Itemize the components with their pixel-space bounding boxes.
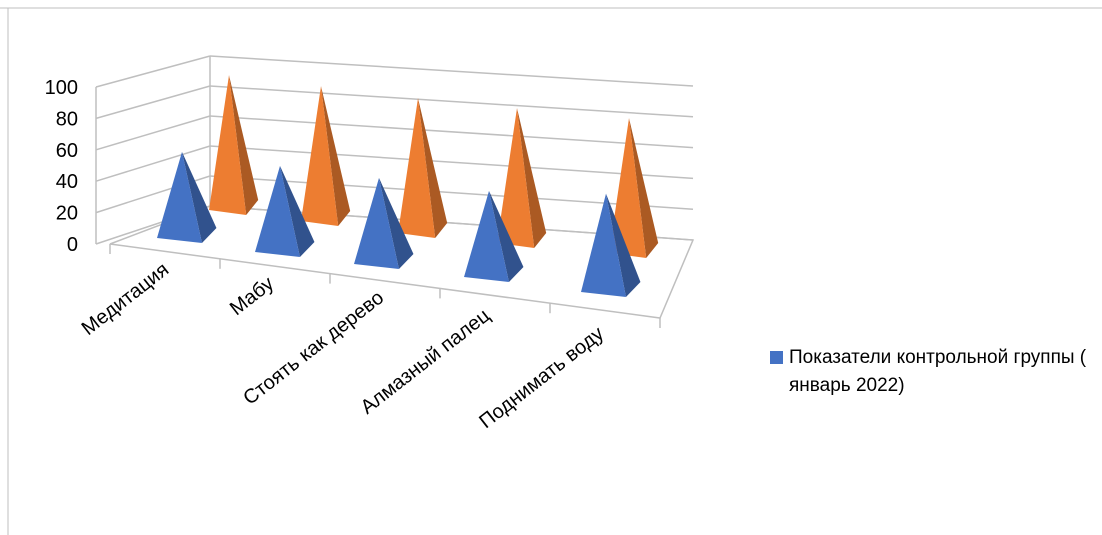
pyramid-blue-0	[157, 151, 202, 243]
gridline-back-1	[209, 175, 694, 210]
x-category-label-2: Стоять как дерево	[239, 287, 388, 410]
gridline-side-3	[95, 115, 211, 151]
pyramid-orange-0-side	[229, 75, 259, 215]
pyramid-blue-0-side	[182, 151, 217, 243]
y-tick-label-0: 0	[67, 234, 78, 256]
pyramid-orange-3-side	[517, 108, 547, 248]
pyramid-blue-1	[255, 165, 300, 257]
y-tick-label-4: 80	[56, 108, 78, 130]
gridline-side-2	[95, 145, 211, 182]
pyramid-orange-1-side	[321, 86, 351, 226]
y-tick-label-1: 20	[56, 203, 78, 225]
pyramid-blue-4	[581, 193, 626, 297]
pyramid-blue-3-side	[489, 190, 524, 282]
pyramid-orange-2-side	[418, 98, 448, 238]
pyramid-blue-4-side	[606, 193, 641, 297]
pyramid-orange-3	[497, 108, 535, 248]
gridline-back-3	[209, 115, 694, 149]
x-category-label-3: Алмазный палец	[357, 305, 494, 419]
pyramid-blue-3	[464, 190, 509, 282]
pyramid-orange-2	[398, 98, 436, 238]
gridline-side-4	[95, 85, 211, 120]
y-tick-label-5: 100	[45, 77, 78, 99]
pyramid-blue-2-side	[379, 177, 414, 269]
pyramid-orange-4	[609, 118, 647, 258]
gridline-back-4	[209, 85, 694, 118]
gridline-back-2	[209, 145, 694, 180]
pyramid-orange-0	[209, 75, 247, 215]
pyramid-orange-1	[301, 86, 339, 226]
y-tick-label-2: 40	[56, 171, 78, 193]
x-category-label-1: Мабу	[226, 273, 278, 321]
pyramid-blue-1-side	[280, 165, 315, 257]
x-category-label-0: Медитация	[78, 259, 173, 340]
legend-swatch-blue	[770, 351, 783, 364]
legend: Показатели контрольной группы ( январь 2…	[770, 344, 1090, 400]
legend-entry-label: Показатели контрольной группы ( январь 2…	[789, 347, 1087, 396]
gridline-back-5	[209, 55, 694, 87]
pyramid-blue-2	[354, 177, 399, 269]
x-category-label-4: Поднимать воду	[475, 323, 608, 433]
y-tick-label-3: 60	[56, 140, 78, 162]
pyramid-orange-4-side	[629, 118, 659, 258]
gridline-side-5	[95, 55, 211, 88]
